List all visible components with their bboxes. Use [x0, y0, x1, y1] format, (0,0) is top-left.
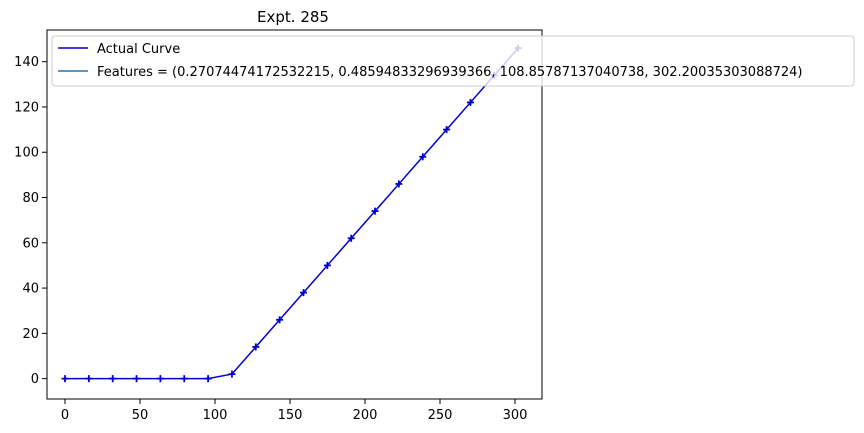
axes-frame — [46, 29, 543, 400]
x-tick-label: 200 — [353, 408, 378, 423]
y-tick-label: 140 — [14, 55, 39, 70]
plot-area — [61, 44, 522, 383]
data-point-marker — [443, 126, 451, 134]
data-point-marker — [204, 375, 212, 383]
legend-label-actual-curve: Actual Curve — [97, 42, 180, 57]
data-point-marker — [276, 316, 284, 324]
y-tick-label: 120 — [14, 100, 39, 115]
legend-label-features: Features = (0.27074474172532215, 0.48594… — [97, 65, 803, 80]
y-tick-label: 60 — [22, 236, 39, 251]
data-point-marker — [395, 180, 403, 188]
series-line — [65, 47, 519, 380]
x-tick-label: 250 — [428, 408, 453, 423]
data-point-marker — [300, 289, 307, 297]
x-axis: 0 50 100 150 200 250 300 — [61, 399, 528, 423]
x-tick-label: 300 — [503, 408, 528, 423]
y-tick-label: 20 — [22, 327, 39, 342]
x-tick-label: 150 — [278, 408, 303, 423]
y-tick-label: 80 — [22, 191, 39, 206]
data-point-marker — [347, 234, 355, 242]
data-point-marker — [252, 343, 260, 351]
data-point-marker — [466, 98, 474, 106]
y-tick-label: 40 — [22, 282, 39, 297]
x-tick-label: 0 — [61, 408, 69, 423]
data-point-marker — [156, 375, 164, 383]
data-point-marker — [180, 375, 188, 383]
data-point-marker — [323, 261, 331, 269]
data-point-marker — [133, 375, 141, 383]
y-axis: 0 20 40 60 80 100 120 140 — [14, 55, 47, 387]
x-tick-label: 50 — [132, 408, 149, 423]
data-point-marker — [109, 375, 117, 383]
data-point-marker — [371, 207, 379, 215]
x-tick-label: 100 — [203, 408, 228, 423]
data-point-marker — [419, 153, 427, 161]
chart-title: Expt. 285 — [257, 8, 329, 26]
data-point-marker — [61, 375, 69, 383]
y-tick-label: 100 — [14, 146, 39, 161]
y-tick-label: 0 — [31, 372, 39, 387]
data-point-marker — [228, 370, 236, 378]
data-point-marker — [85, 375, 93, 383]
legend: Actual Curve Features = (0.2707447417253… — [51, 35, 855, 87]
legend-box — [51, 35, 855, 87]
